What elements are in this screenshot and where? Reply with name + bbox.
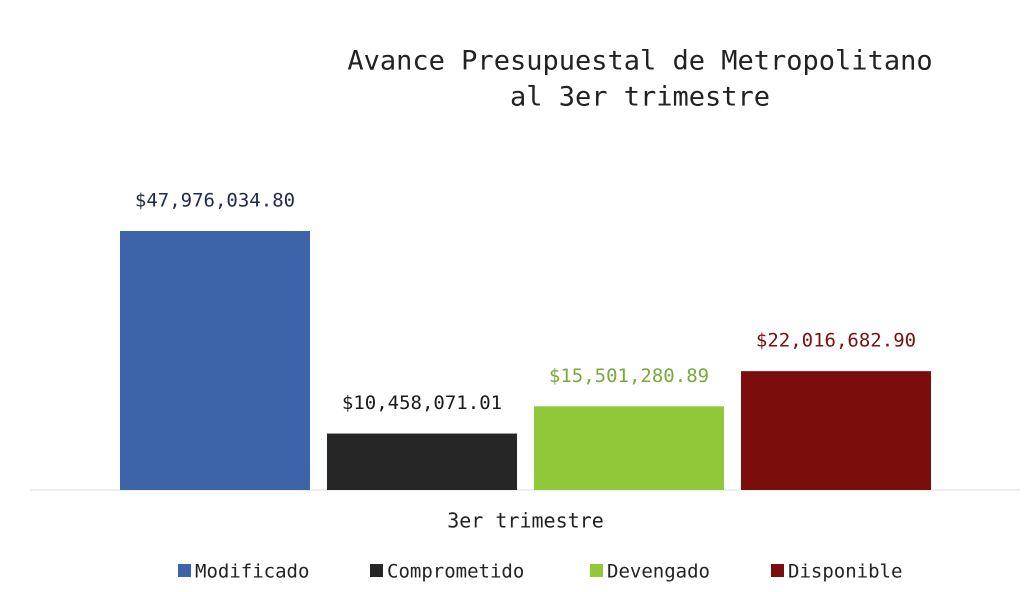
chart-title: al 3er trimestre [510, 82, 770, 113]
bar [120, 231, 310, 490]
bar [741, 371, 931, 490]
legend-swatch [590, 564, 603, 577]
legend-label: Devengado [607, 561, 710, 583]
value-label: $22,016,682.90 [756, 330, 916, 352]
x-tick-label: 3er trimestre [447, 509, 604, 533]
legend-swatch [370, 564, 383, 577]
bar [534, 406, 724, 490]
bar [327, 433, 517, 490]
legend-label: Comprometido [387, 561, 524, 583]
legend-label: Disponible [788, 561, 902, 583]
legend-label: Modificado [195, 561, 309, 583]
value-label: $10,458,071.01 [342, 392, 502, 414]
chart-title: Avance Presupuestal de Metropolitano [347, 46, 932, 77]
legend-swatch [178, 564, 191, 577]
legend-swatch [771, 564, 784, 577]
value-label: $15,501,280.89 [549, 365, 709, 387]
value-label: $47,976,034.80 [135, 190, 295, 212]
